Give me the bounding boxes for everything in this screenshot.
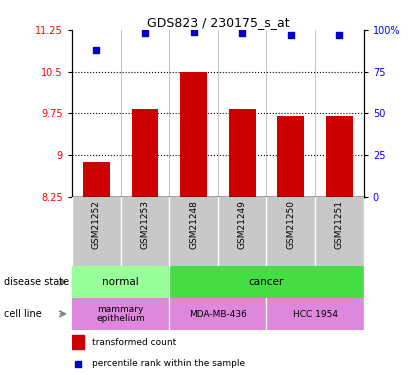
Text: GSM21253: GSM21253 — [141, 200, 149, 249]
Text: HCC 1954: HCC 1954 — [293, 310, 337, 319]
Text: disease state: disease state — [4, 277, 69, 287]
Bar — [277, 116, 304, 197]
Text: GSM21252: GSM21252 — [92, 200, 101, 249]
Bar — [229, 109, 256, 197]
Text: GSM21250: GSM21250 — [286, 200, 295, 249]
Bar — [83, 162, 110, 197]
Bar — [180, 72, 207, 197]
Bar — [266, 197, 315, 266]
Bar — [326, 116, 353, 197]
Title: GDS823 / 230175_s_at: GDS823 / 230175_s_at — [146, 16, 289, 29]
Bar — [169, 266, 364, 298]
Text: normal: normal — [102, 277, 139, 287]
Bar — [132, 109, 158, 197]
Text: percentile rank within the sample: percentile rank within the sample — [92, 359, 245, 368]
Bar — [72, 266, 169, 298]
Point — [239, 30, 245, 36]
Text: cell line: cell line — [4, 309, 42, 319]
Text: mammary
epithelium: mammary epithelium — [96, 305, 145, 323]
Bar — [169, 197, 218, 266]
Bar — [120, 197, 169, 266]
Text: transformed count: transformed count — [92, 338, 177, 346]
Point — [190, 28, 197, 34]
Point — [93, 47, 99, 53]
Text: cancer: cancer — [249, 277, 284, 287]
Point — [141, 30, 148, 36]
Bar — [72, 335, 83, 349]
Bar — [169, 298, 266, 330]
Bar — [218, 197, 266, 266]
Text: GSM21251: GSM21251 — [335, 200, 344, 249]
Text: MDA-MB-436: MDA-MB-436 — [189, 310, 247, 319]
Point — [336, 32, 343, 38]
Point — [74, 361, 81, 367]
Point — [287, 32, 294, 38]
Bar — [315, 197, 364, 266]
Bar — [266, 298, 364, 330]
Text: GSM21248: GSM21248 — [189, 200, 198, 249]
Text: GSM21249: GSM21249 — [238, 200, 247, 249]
Bar — [72, 197, 120, 266]
Bar — [72, 298, 169, 330]
